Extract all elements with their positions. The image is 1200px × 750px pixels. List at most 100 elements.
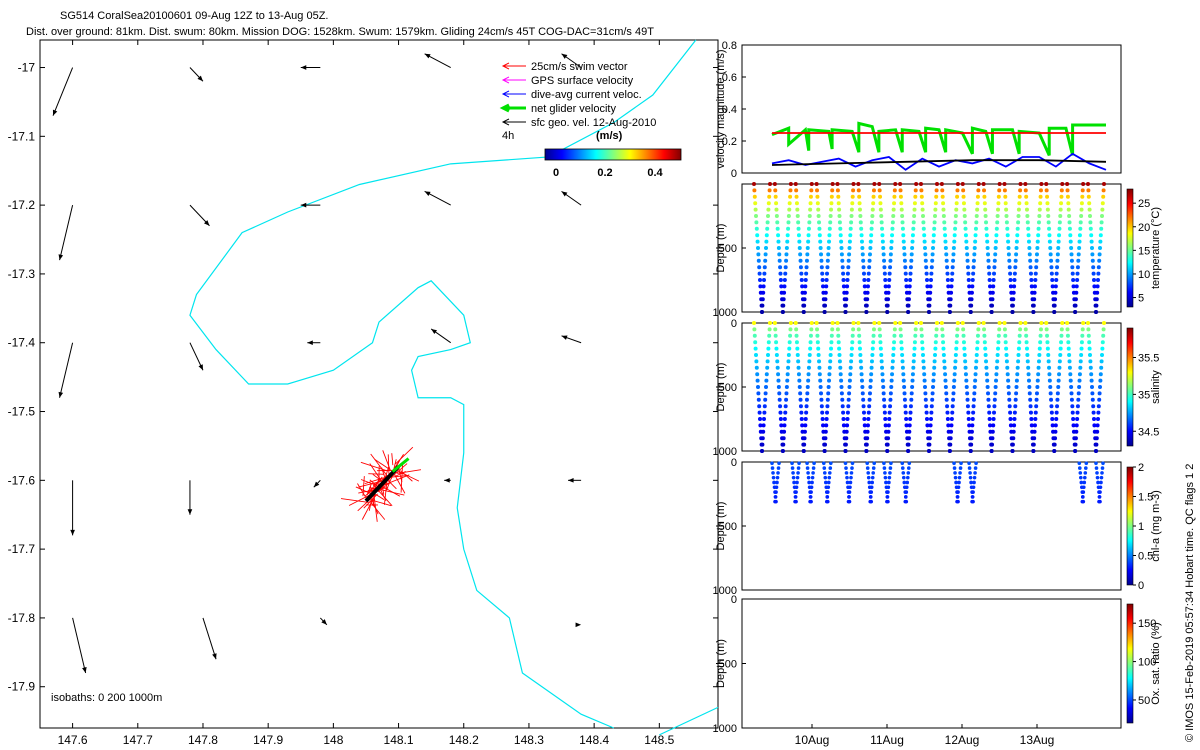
profile-point <box>1068 372 1073 377</box>
profile-point <box>806 239 811 244</box>
profile-point <box>1070 265 1075 270</box>
profile-point <box>878 333 883 338</box>
profile-point <box>1079 340 1084 345</box>
chl-point <box>1079 480 1084 485</box>
profile-point <box>933 201 938 206</box>
profile-point <box>763 258 768 263</box>
profile-point <box>982 201 987 206</box>
profile-point <box>860 385 865 389</box>
profile-point <box>1098 246 1102 250</box>
profile-point <box>802 290 807 295</box>
profile-point <box>1018 188 1023 193</box>
chl-point <box>871 466 876 470</box>
profile-point <box>909 252 914 257</box>
profile-point <box>843 310 848 314</box>
profile-point <box>829 201 834 206</box>
profile-point <box>796 359 801 364</box>
profile-point <box>1044 182 1049 186</box>
profile-point <box>806 226 811 231</box>
profile-point <box>922 372 927 377</box>
profile-point <box>848 372 853 377</box>
profile-point <box>1038 340 1043 345</box>
chl-point <box>967 466 972 470</box>
profile-point <box>968 310 973 314</box>
profile-point <box>762 278 766 282</box>
profile-point <box>1045 201 1050 206</box>
profile-point <box>910 239 915 244</box>
profile-point <box>808 346 813 351</box>
profile-point <box>860 391 865 396</box>
profile-point <box>768 321 772 325</box>
profile-point <box>927 303 932 308</box>
profile-point <box>953 359 958 364</box>
chl-point <box>974 461 978 466</box>
isobath-line <box>659 706 719 736</box>
velocity-series-line <box>771 159 1107 166</box>
profile-point <box>912 207 917 212</box>
profile-point <box>924 271 929 276</box>
profile-point <box>903 271 908 276</box>
chl-point <box>967 461 971 466</box>
profile-point <box>868 239 873 244</box>
chl-point <box>1077 461 1082 466</box>
profile-point <box>890 220 895 225</box>
profile-point <box>1078 220 1083 225</box>
profile-point <box>754 359 759 364</box>
profile-point <box>950 271 955 276</box>
chl-point <box>970 495 975 499</box>
profile-point <box>900 353 905 357</box>
profile-point <box>807 214 812 218</box>
profile-point <box>941 214 946 218</box>
map-ytick-label: -17.7 <box>8 542 36 556</box>
profile-point <box>802 442 807 447</box>
profile-point <box>839 239 844 244</box>
profile-point <box>844 436 849 441</box>
chl-point <box>958 471 962 475</box>
profile-point <box>829 194 834 199</box>
chl-point <box>1094 461 1098 466</box>
profile-point <box>1027 246 1032 250</box>
profile-point <box>788 321 793 325</box>
chl-point <box>790 466 795 470</box>
geostrophic-arrowhead <box>197 75 203 82</box>
profile-point <box>1023 327 1028 332</box>
profile-point <box>784 391 789 396</box>
geostrophic-arrow <box>72 617 87 674</box>
swim-vector <box>383 480 388 505</box>
profile-point <box>892 333 897 338</box>
profile-point <box>1089 378 1094 383</box>
profile-point <box>879 214 884 218</box>
profile-point <box>955 188 960 193</box>
profile-point <box>1070 271 1075 276</box>
profile-point <box>778 417 783 421</box>
profile-point <box>796 226 801 231</box>
profile-point <box>762 417 766 421</box>
profile-point <box>1005 226 1010 231</box>
profile-point <box>912 340 917 345</box>
map-xtick-label: 147.6 <box>58 733 88 747</box>
profile-point <box>982 340 987 345</box>
profile-point <box>1046 220 1051 225</box>
profile-point <box>1050 284 1055 289</box>
profile-point <box>768 182 772 186</box>
profile-point <box>885 449 890 453</box>
profile-point <box>856 182 861 186</box>
profile-point <box>1011 290 1016 295</box>
chl-point <box>869 485 874 490</box>
profile-point <box>754 226 759 231</box>
profile-point <box>1074 423 1079 428</box>
chl-point <box>954 480 958 485</box>
profile-point <box>989 449 994 453</box>
profile-point <box>1075 410 1080 415</box>
profile-point <box>871 188 876 193</box>
profile-point <box>920 201 925 206</box>
profile-point <box>966 278 971 282</box>
profile-point <box>784 385 789 389</box>
profile-point <box>806 378 811 383</box>
profile-point <box>923 391 928 396</box>
chl-point <box>882 461 886 466</box>
profile-point <box>920 346 925 351</box>
profile-point <box>888 252 893 257</box>
profile-point <box>913 188 918 193</box>
geostrophic-arrowhead <box>313 481 320 488</box>
